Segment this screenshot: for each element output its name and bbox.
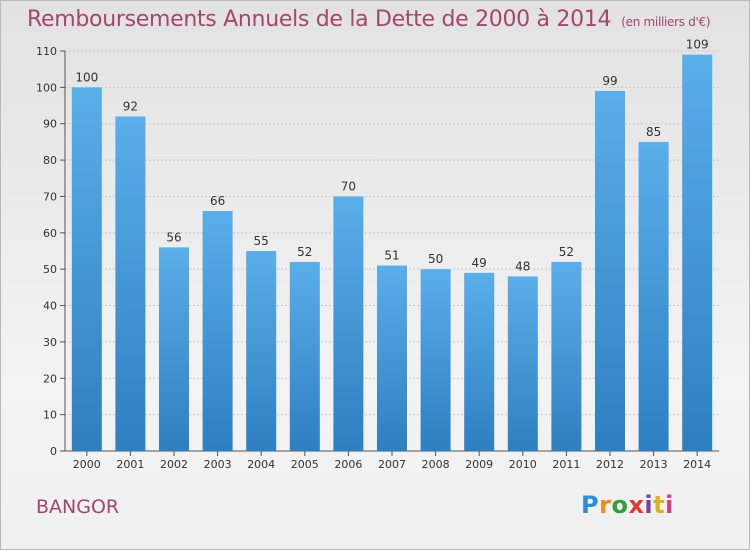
bar-value-label: 56	[166, 230, 181, 244]
x-tick-label: 2006	[334, 458, 362, 471]
y-tick-label: 110	[36, 45, 57, 58]
bar	[682, 54, 713, 452]
bar	[551, 261, 582, 451]
bar	[595, 91, 625, 451]
x-tick-label: 2007	[378, 458, 406, 471]
bar-value-label: 100	[75, 70, 98, 84]
logo-letter: r	[599, 491, 612, 519]
bar-value-label: 92	[123, 99, 138, 113]
data-labels: 100 92 56 66 55 52 70 51 50 49 48 52 99 85 109	[75, 38, 708, 274]
chart-subtitle: (en milliers d'€)	[621, 15, 711, 29]
bar-value-label: 66	[210, 194, 225, 208]
x-tick-label: 2001	[116, 458, 144, 471]
y-tick-label: 40	[43, 300, 57, 313]
bar	[115, 116, 146, 452]
x-tick-label: 2010	[509, 458, 537, 471]
x-tick-label: 2002	[160, 458, 188, 471]
bar	[638, 141, 669, 451]
bar-value-label: 55	[254, 234, 269, 248]
logo-letter: x	[628, 491, 645, 519]
x-tick-label: 2011	[552, 458, 580, 471]
proxiti-logo[interactable]: Proxiti	[581, 491, 674, 519]
bar	[71, 87, 102, 451]
bar-value-label: 51	[384, 249, 399, 263]
x-tick-label: 2008	[422, 458, 450, 471]
bar	[333, 196, 364, 451]
y-tick-label: 60	[43, 227, 57, 240]
y-tick-label: 0	[50, 445, 57, 458]
x-tick-label: 2000	[73, 458, 101, 471]
y-tick-label: 80	[43, 154, 57, 167]
x-tick-label: 2012	[596, 458, 624, 471]
bar	[159, 247, 189, 451]
y-tick-label: 100	[36, 81, 57, 94]
logo-letter: t	[653, 491, 666, 519]
bar-value-label: 48	[515, 259, 530, 273]
bar	[202, 211, 233, 451]
bar-value-label: 52	[559, 245, 574, 259]
bar	[377, 265, 407, 451]
chart-title-text: Remboursements Annuels de la Dette de 20…	[27, 7, 612, 32]
logo-letter: P	[581, 491, 600, 519]
x-tick-label: 2003	[204, 458, 232, 471]
y-tick-label: 70	[43, 190, 57, 203]
bar-value-label: 52	[297, 245, 312, 259]
x-tick-label: 2004	[247, 458, 275, 471]
bar	[246, 251, 277, 451]
city-name: BANGOR	[36, 496, 120, 518]
x-tick-label: 2014	[683, 458, 711, 471]
bar-value-label: 70	[341, 179, 356, 193]
bar-value-label: 85	[646, 125, 661, 139]
bars	[71, 54, 713, 452]
axes: 0 10 20 30 40 50 60 70 80 90 100 110 2000 2001 2002 200…	[36, 45, 719, 471]
bar-value-label: 49	[472, 256, 487, 270]
y-tick-label: 50	[43, 263, 57, 276]
bar	[289, 261, 320, 451]
logo-letter: o	[611, 491, 629, 519]
bar	[420, 269, 451, 451]
logo-letter: i	[644, 491, 654, 519]
chart-title: Remboursements Annuels de la Dette de 20…	[27, 7, 711, 32]
bar	[464, 272, 495, 451]
logo-letter: i	[665, 491, 674, 519]
y-tick-label: 20	[43, 372, 57, 385]
x-tick-label: 2013	[640, 458, 668, 471]
bar	[507, 276, 538, 451]
bar-value-label: 109	[686, 38, 709, 52]
y-tick-label: 30	[43, 336, 57, 349]
y-tick-label: 90	[43, 118, 57, 131]
x-tick-label: 2009	[465, 458, 493, 471]
bar-value-label: 50	[428, 252, 443, 266]
bar-value-label: 99	[602, 74, 617, 88]
x-tick-label: 2005	[291, 458, 319, 471]
y-tick-label: 10	[43, 409, 57, 422]
